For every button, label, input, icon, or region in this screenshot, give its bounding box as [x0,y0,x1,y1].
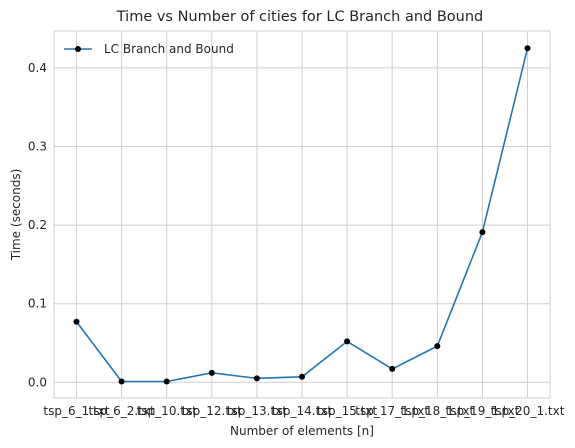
legend-label: LC Branch and Bound [104,42,234,56]
data-point [208,369,215,376]
grid-layer [54,31,550,398]
data-point [479,229,486,236]
series-layer [73,45,531,385]
x-tick-label: tsp_18_1.txt [400,404,474,418]
y-tick-label: 0.4 [28,61,47,75]
legend-marker-sample [75,46,81,52]
data-point [524,45,531,52]
legend: LC Branch and Bound [64,42,234,56]
y-axis-ticks: 0.0 0.1 0.2 0.3 0.4 [28,61,47,389]
data-point [253,375,260,382]
data-point [73,318,80,325]
x-tick-label: tsp_15.txt [317,404,377,418]
x-tick-label: tsp_20_1.txt [491,404,565,418]
plot-frame [53,30,551,399]
x-tick-label: tsp_14.txt [272,404,332,418]
x-tick-label: tsp_6_1.txt [43,404,109,418]
x-tick-label: tsp_17_1.txt [355,404,429,418]
data-point [389,365,396,372]
y-tick-label: 0.1 [28,297,47,311]
x-tick-label: tsp_12.txt [182,404,242,418]
x-tick-label: tsp_13.txt [227,404,287,418]
x-axis-ticks: tsp_6_1.txttsp_6_2.txttsp_10.txttsp_12.t… [43,404,564,418]
y-axis-label: Time (seconds) [9,169,23,262]
y-tick-label: 0.0 [28,375,47,389]
data-point [118,378,125,385]
y-tick-label: 0.2 [28,218,47,232]
data-point [163,378,170,385]
data-point [344,338,351,345]
x-tick-label: tsp_6_2.txt [89,404,155,418]
x-tick-label: tsp_10.txt [137,404,197,418]
x-tick-label: tsp_19_1.txt [445,404,519,418]
data-point [299,373,305,380]
chart-title: Time vs Number of cities for LC Branch a… [116,9,484,25]
x-axis-label: Number of elements [n] [230,424,374,438]
data-point [434,343,441,350]
y-tick-label: 0.3 [28,140,47,154]
